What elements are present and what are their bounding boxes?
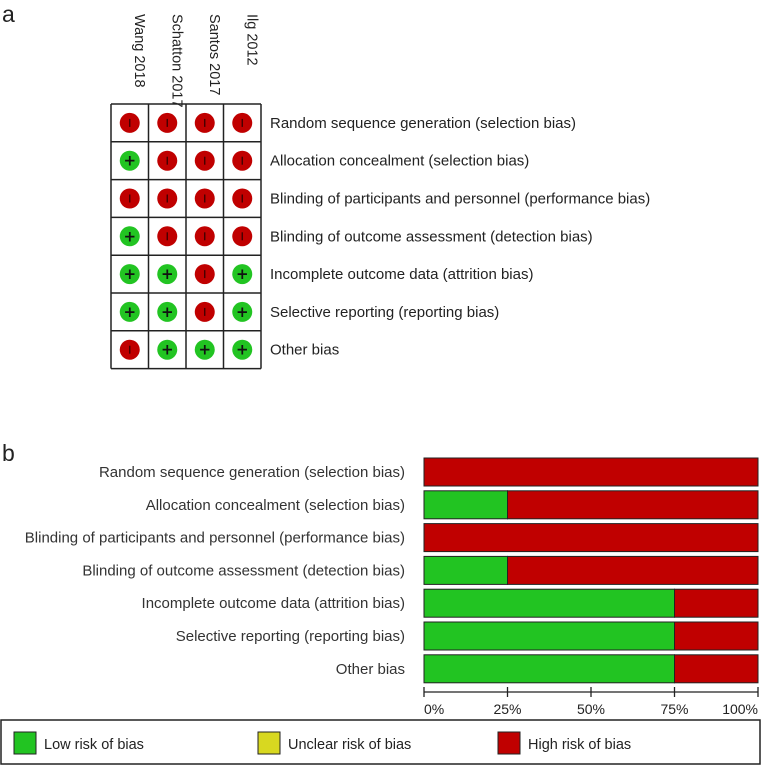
bar-segment-high bbox=[674, 621, 759, 651]
study-label: Schatton 2017 bbox=[168, 14, 184, 108]
panel-a-letter: a bbox=[2, 1, 15, 27]
judgement-low-icon bbox=[232, 301, 253, 322]
legend-label: Unclear risk of bias bbox=[288, 737, 411, 753]
x-tick-label: 0% bbox=[424, 701, 444, 717]
plus-icon: + bbox=[123, 265, 136, 283]
legend-label: Low risk of bias bbox=[44, 737, 144, 753]
category-label: Incomplete outcome data (attrition bias) bbox=[142, 595, 405, 612]
judgement-low-icon bbox=[157, 301, 178, 322]
bar-segment-high bbox=[674, 588, 759, 618]
study-label: Santos 2017 bbox=[206, 14, 222, 95]
judgement-low-icon bbox=[194, 339, 215, 360]
plus-icon: + bbox=[123, 303, 136, 321]
bar-segment-low bbox=[423, 654, 675, 684]
x-tick-label: 50% bbox=[577, 701, 605, 717]
plus-icon: + bbox=[236, 265, 249, 283]
plus-icon: + bbox=[236, 303, 249, 321]
bar-segment-high bbox=[674, 654, 759, 684]
judgement-low-icon bbox=[119, 264, 140, 285]
risk-of-bias-graph: Random sequence generation (selection bi… bbox=[0, 457, 761, 765]
plus-icon: + bbox=[123, 227, 136, 245]
x-tick-label: 100% bbox=[722, 701, 758, 717]
legend-swatch-high bbox=[497, 731, 521, 755]
judgement-low-icon bbox=[157, 264, 178, 285]
domain-label: Allocation concealment (selection bias) bbox=[270, 153, 529, 170]
category-label: Random sequence generation (selection bi… bbox=[99, 464, 405, 481]
category-label: Blinding of outcome assessment (detectio… bbox=[82, 562, 405, 579]
legend-label: High risk of bias bbox=[528, 737, 631, 753]
legend-swatch-unclear bbox=[257, 731, 281, 755]
plus-icon: + bbox=[123, 152, 136, 170]
plus-icon: + bbox=[161, 303, 174, 321]
domain-label: Blinding of participants and personnel (… bbox=[270, 191, 650, 208]
category-label: Other bias bbox=[336, 661, 405, 678]
legend-box bbox=[0, 719, 761, 765]
plus-icon: + bbox=[236, 341, 249, 359]
category-label: Blinding of participants and personnel (… bbox=[25, 530, 405, 547]
domain-label: Other bias bbox=[270, 342, 339, 359]
judgement-low-icon bbox=[157, 339, 178, 360]
bar-segment-low bbox=[423, 621, 675, 651]
domain-label: Blinding of outcome assessment (detectio… bbox=[270, 228, 593, 245]
bar-segment-low bbox=[423, 490, 508, 520]
judgement-low-icon bbox=[232, 339, 253, 360]
judgement-low-icon bbox=[119, 301, 140, 322]
bar-segment-high bbox=[423, 523, 759, 553]
judgement-low-icon bbox=[119, 150, 140, 171]
bar-segment-high bbox=[507, 555, 759, 585]
study-label: Wang 2018 bbox=[131, 14, 147, 88]
plus-icon: + bbox=[198, 341, 211, 359]
bar-segment-high bbox=[423, 457, 759, 487]
judgement-low-icon bbox=[232, 264, 253, 285]
plus-icon: + bbox=[161, 341, 174, 359]
study-label: Ilg 2012 bbox=[243, 14, 259, 66]
judgement-low-icon bbox=[119, 226, 140, 247]
domain-label: Random sequence generation (selection bi… bbox=[270, 115, 576, 132]
plus-icon: + bbox=[161, 265, 174, 283]
panel-b-letter: b bbox=[2, 440, 15, 466]
bar-segment-high bbox=[507, 490, 759, 520]
domain-label: Selective reporting (reporting bias) bbox=[270, 304, 499, 321]
legend-swatch-low bbox=[13, 731, 37, 755]
category-label: Allocation concealment (selection bias) bbox=[146, 497, 405, 514]
x-tick-label: 25% bbox=[493, 701, 521, 717]
domain-label: Incomplete outcome data (attrition bias) bbox=[270, 266, 533, 283]
bar-segment-low bbox=[423, 588, 675, 618]
bar-segment-low bbox=[423, 555, 508, 585]
category-label: Selective reporting (reporting bias) bbox=[176, 628, 405, 645]
x-tick-label: 75% bbox=[660, 701, 688, 717]
risk-of-bias-summary: Wang 2018 Schatton 2017 Santos 2017 Ilg 201… bbox=[110, 14, 650, 370]
